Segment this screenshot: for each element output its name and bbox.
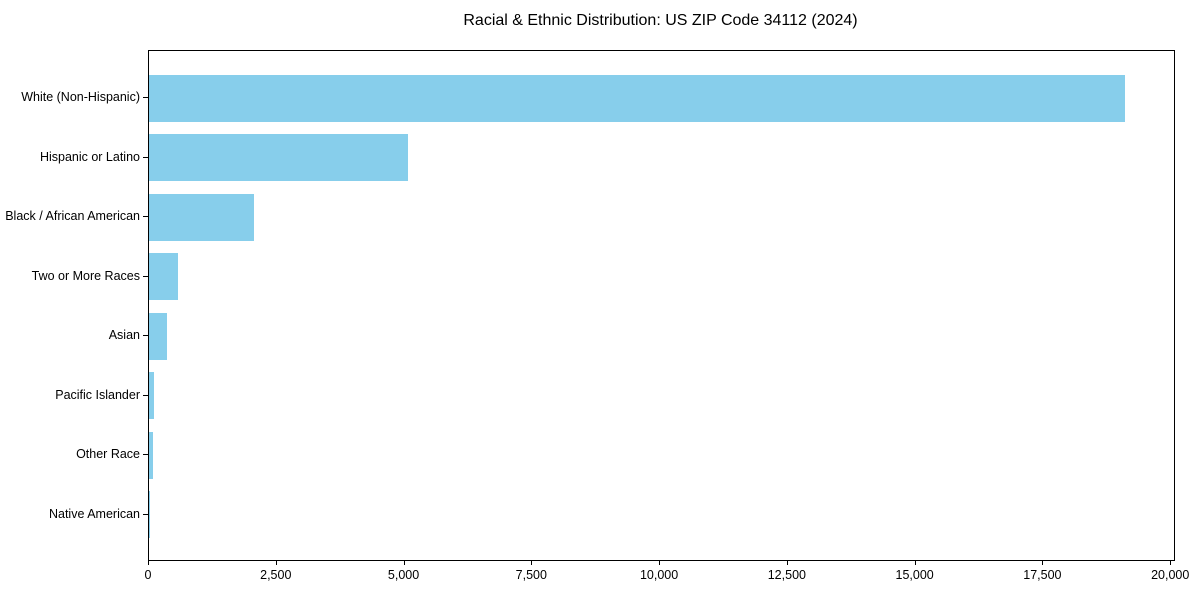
x-tick-label: 2,500 (260, 568, 292, 582)
y-axis-label: White (Non-Hispanic) (21, 90, 140, 104)
x-tick (403, 561, 405, 565)
y-tick (143, 97, 148, 98)
y-tick (143, 216, 148, 218)
y-axis-label: Hispanic or Latino (39, 149, 140, 164)
y-axis-label: Two or More Races (31, 268, 140, 283)
y-tick (143, 275, 148, 277)
x-tick (659, 561, 661, 565)
bar-pacific-islander (149, 372, 155, 420)
y-tick (143, 394, 148, 396)
x-tick-label: 0 (144, 568, 152, 582)
y-axis-label: Native American (48, 506, 140, 521)
x-tick (1042, 561, 1044, 565)
y-axis-label: Other Race (76, 447, 140, 462)
y-tick (143, 335, 148, 337)
x-tick (148, 561, 149, 565)
x-tick (786, 561, 788, 565)
y-tick (143, 454, 148, 456)
x-tick-label: 20,000 (1151, 568, 1190, 582)
x-tick-label: 7,500 (515, 568, 547, 582)
bar-two-or-more-races (149, 253, 179, 301)
chart-title: Racial & Ethnic Distribution: US ZIP Cod… (463, 12, 858, 29)
bar-other-race (149, 431, 154, 479)
bar-asian (149, 312, 167, 360)
bar-black-african-american (149, 193, 255, 241)
x-tick (914, 561, 916, 565)
y-tick (143, 513, 148, 515)
x-tick (1170, 561, 1172, 565)
bar-native-american (149, 491, 151, 539)
x-tick-label: 17,500 (1023, 568, 1062, 582)
y-axis-label: Pacific Islander (55, 387, 140, 402)
y-axis-label: Asian (108, 328, 140, 343)
y-axis-label: Black / African American (5, 209, 140, 224)
x-tick-label: 15,000 (895, 568, 934, 582)
x-tick-label: 10,000 (639, 568, 679, 582)
bar-hispanic-or-latino (149, 134, 409, 182)
x-tick (531, 561, 533, 565)
bar-white-non-hispanic (149, 74, 1126, 122)
x-tick (275, 561, 277, 565)
y-tick (143, 156, 148, 158)
plot-area (148, 50, 1175, 561)
x-tick-label: 5,000 (387, 568, 420, 582)
x-tick-label: 12,500 (767, 568, 806, 582)
